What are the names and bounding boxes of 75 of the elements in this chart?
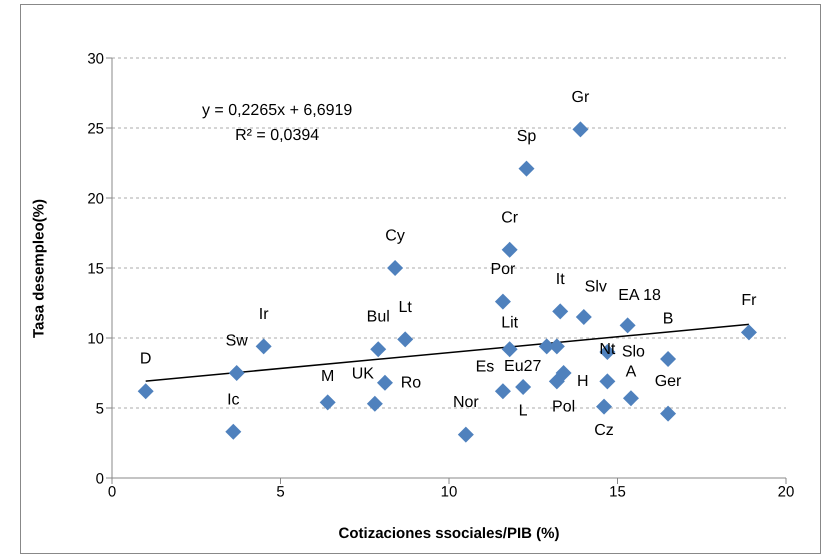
point xyxy=(320,394,336,410)
annotation: Eu27 xyxy=(504,358,542,375)
annotation: Por xyxy=(490,261,516,278)
point xyxy=(552,303,568,320)
annotation: L xyxy=(518,402,528,420)
point xyxy=(622,390,639,406)
annotation: Sp xyxy=(516,128,536,146)
point xyxy=(376,374,393,391)
point xyxy=(370,341,386,358)
point xyxy=(576,309,592,325)
annotation: Fr xyxy=(741,292,758,309)
x-axis-title: Cotizaciones ssociales/PIB (%) xyxy=(338,525,560,542)
annotation: Slv xyxy=(584,278,607,296)
point xyxy=(138,383,154,400)
annotation: y = 0,2265x + 6,6919 xyxy=(202,102,352,119)
y-tick-label: 25 xyxy=(87,120,104,138)
point xyxy=(494,294,511,310)
annotation: Lt xyxy=(398,298,412,316)
point xyxy=(518,160,535,177)
point xyxy=(387,260,404,276)
x-tick-label: 10 xyxy=(440,484,458,501)
point xyxy=(660,351,676,367)
annotation: Cz xyxy=(594,422,614,440)
annotation: Cy xyxy=(385,228,405,244)
annotation: B xyxy=(662,310,674,328)
point xyxy=(228,365,245,381)
y-tick-label: 30 xyxy=(87,50,104,68)
annotation: D xyxy=(140,350,152,368)
point xyxy=(740,324,757,340)
point xyxy=(458,426,474,443)
annotation: Pol xyxy=(552,398,576,416)
point xyxy=(366,396,383,412)
annotation: Es xyxy=(476,358,494,376)
point xyxy=(620,317,636,334)
point xyxy=(256,338,272,354)
y-tick-label: 15 xyxy=(87,260,104,278)
annotation: Ro xyxy=(400,374,422,392)
annotation: Cr xyxy=(501,209,519,226)
annotation: Gr xyxy=(572,88,590,106)
y-tick-label: 20 xyxy=(87,190,104,208)
point xyxy=(556,365,572,381)
x-tick-label: 5 xyxy=(276,484,285,501)
annotation: UK xyxy=(352,365,374,382)
annotation: R² = 0,0394 xyxy=(235,127,320,144)
point xyxy=(596,398,612,415)
annotation: Ger xyxy=(654,373,682,390)
point xyxy=(494,383,511,400)
y-axis-title: Tasa desempleo(%) xyxy=(30,199,48,338)
annotation: Sw xyxy=(226,332,248,350)
annotation: A xyxy=(626,364,637,381)
point xyxy=(225,424,242,440)
annotation: H xyxy=(577,372,589,390)
x-tick-label: 0 xyxy=(108,484,116,501)
point xyxy=(660,406,676,422)
point xyxy=(502,341,518,358)
point xyxy=(599,373,616,390)
y-tick-label: 0 xyxy=(96,470,104,488)
y-tick-label: 10 xyxy=(87,330,104,348)
annotation: Bul xyxy=(366,308,390,326)
point xyxy=(515,379,532,395)
point xyxy=(502,242,518,258)
annotation: Ic xyxy=(227,391,240,408)
point xyxy=(397,331,414,348)
annotation: Slo xyxy=(622,344,646,360)
annotation: Ir xyxy=(258,306,270,323)
x-tick-label: 20 xyxy=(778,484,794,501)
annotation: M xyxy=(321,368,334,385)
annotation: Lit xyxy=(501,314,519,332)
point xyxy=(548,373,565,390)
x-tick-label: 15 xyxy=(609,484,626,501)
annotation: Nor xyxy=(452,394,480,412)
point xyxy=(572,121,588,138)
annotation: It xyxy=(556,270,566,288)
y-tick-label: 5 xyxy=(96,400,104,418)
annotation: EA 18 xyxy=(618,286,662,304)
